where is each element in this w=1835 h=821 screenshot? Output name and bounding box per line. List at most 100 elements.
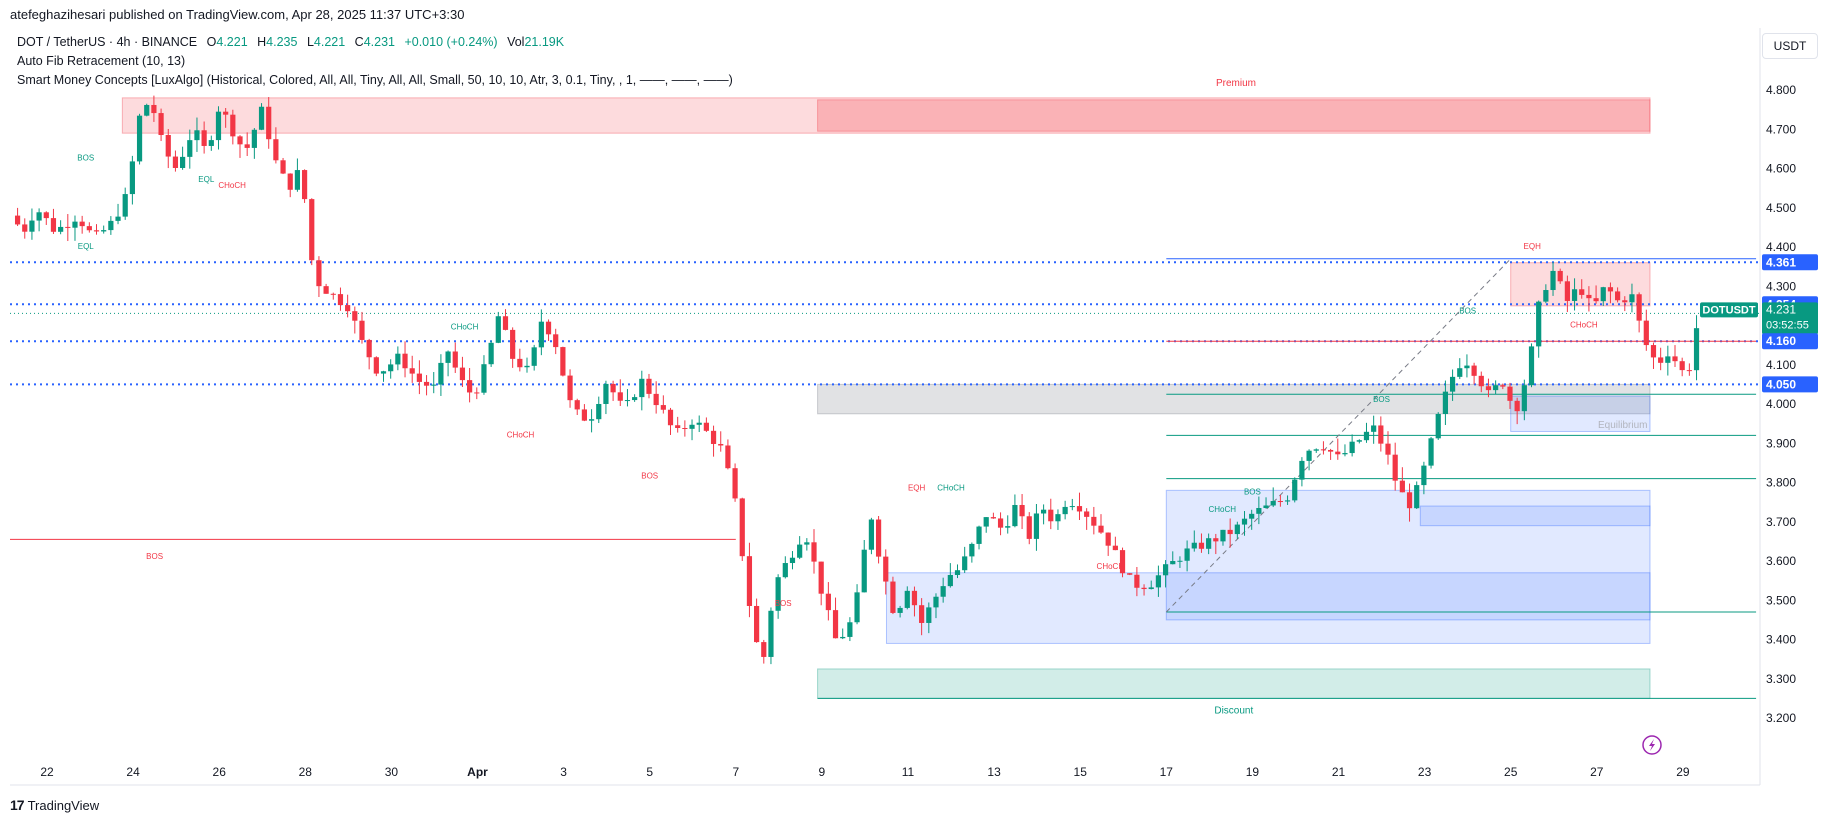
candle-body [452,351,458,368]
candle [1464,354,1470,378]
candle-body [1629,294,1635,303]
candle-body [129,161,135,195]
current-price-tag[interactable]: DOTUSDT 4.231 03:52:55 [1700,302,1818,335]
candle-body [768,610,774,657]
indicator-fib[interactable]: Auto Fib Retracement (10, 13) [17,54,186,68]
candle [144,103,150,117]
candle-body [258,106,265,130]
candle-body [1299,460,1305,480]
x-tick-label: 28 [299,765,313,779]
candle-body [1428,438,1434,466]
candle-body [438,362,444,385]
candle-body [675,425,681,429]
candle-body [1342,453,1348,455]
candle-body [1041,509,1047,514]
candle-body [1615,291,1621,301]
fib-price-tag[interactable]: 4.361 [1762,254,1818,271]
candle-body [746,556,753,606]
candle-body [969,543,975,557]
candle-body [22,224,28,232]
candle [632,394,638,402]
lightning-icon[interactable] [1642,735,1662,755]
candle [294,158,301,192]
candle-body [1457,368,1463,377]
candle [330,292,336,300]
candle-body [29,220,35,232]
candle-body [811,542,817,562]
candle-body [1536,301,1542,347]
candle-body [151,104,157,114]
candle-body [1191,542,1197,549]
ohlc-row: DOT / TetherUS · 4h · BINANCE O4.221 H4.… [17,33,733,52]
candle-body [1033,513,1040,539]
candle [1449,369,1456,401]
candle [1600,286,1606,306]
structure-label: EQL [78,242,95,251]
candle-body [639,378,645,398]
candle [1292,477,1298,503]
candle [768,607,774,665]
structure-label: BOS [1459,307,1476,316]
candle [1076,492,1083,521]
candle-body [1643,320,1649,346]
fib-price-tag[interactable]: 4.160 [1762,333,1818,350]
candle [1198,533,1205,553]
fib-price-tag-text: 4.160 [1766,334,1796,348]
candle [1385,431,1391,465]
candle-body [1485,386,1492,391]
candle [553,328,559,355]
candle-body [983,517,989,527]
candle [739,497,745,562]
axes-layer: 4.8004.7004.6004.5004.4004.3004.2004.100… [10,28,1796,786]
zone-ob-blue-4 [1419,505,1651,527]
candle-body [1091,516,1097,526]
candle [1191,530,1197,552]
candle [1593,285,1599,304]
candle [1284,495,1291,505]
candle-body [380,371,387,374]
candle-body [782,563,788,578]
candle-body [1665,356,1671,363]
candle-body [201,130,207,146]
candle-body [545,321,552,335]
candle-body [725,445,731,469]
candle-body [1521,385,1527,412]
candle [624,389,631,407]
candle [1658,347,1664,371]
candle [345,294,351,318]
candle [366,338,372,370]
indicator-smc[interactable]: Smart Money Concepts [LuxAlgo] (Historic… [17,73,733,87]
y-tick-label: 4.100 [1766,358,1796,372]
candle-body [1550,270,1556,291]
candle-body [1507,386,1513,401]
y-tick-label: 3.200 [1766,711,1796,725]
candle [617,379,623,407]
candle-body [495,316,501,343]
candle-body [388,364,394,372]
tradingview-logo[interactable]: 17 TradingView [10,797,99,813]
candle [832,597,839,639]
candle [1607,282,1614,304]
currency-button[interactable]: USDT [1762,33,1818,59]
candle-body [1234,524,1240,535]
candle [1643,309,1649,351]
candle-body [710,430,717,444]
candle-body [818,561,824,594]
candle-body [316,260,322,287]
candle [897,605,903,618]
y-tick-label: 4.800 [1766,83,1796,97]
candle [467,367,473,403]
symbol-label[interactable]: DOT / TetherUS · 4h · BINANCE [17,35,198,49]
candle-body [847,622,853,637]
candle [1127,573,1133,576]
candle [244,132,250,156]
symbol-tag-text: DOTUSDT [1702,304,1755,316]
candle [531,344,537,371]
x-tick-label: 7 [732,765,739,779]
candle-body [1335,451,1341,455]
candle [1629,283,1635,313]
candle-body [1213,538,1219,542]
candle [1693,315,1700,381]
fib-price-tag[interactable]: 4.050 [1762,376,1818,393]
